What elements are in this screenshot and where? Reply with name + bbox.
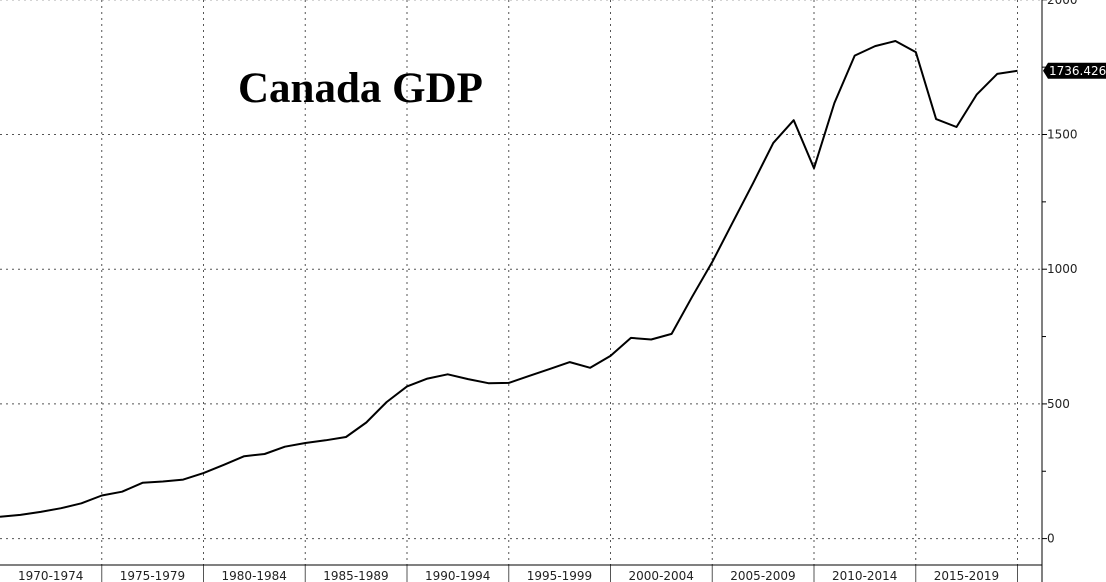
y-tick-label: 500 bbox=[1047, 397, 1070, 411]
y-tick-label: 1500 bbox=[1047, 128, 1078, 142]
last-value-marker: 1736.426 bbox=[1043, 62, 1106, 79]
x-tick-label: 1970-1974 bbox=[18, 569, 83, 582]
x-tick-label: 2010-2014 bbox=[832, 569, 897, 582]
x-tick-label: 1985-1989 bbox=[323, 569, 388, 582]
y-tick-label: 0 bbox=[1047, 532, 1055, 546]
last-value-box bbox=[1043, 62, 1106, 79]
series-layer bbox=[0, 40, 1018, 518]
x-tick-label: 2005-2009 bbox=[730, 569, 795, 582]
x-tick-label: 1995-1999 bbox=[527, 569, 592, 582]
y-tick-label: 1000 bbox=[1047, 262, 1078, 276]
x-tick-label: 1975-1979 bbox=[120, 569, 185, 582]
last-value-label: 1736.426 bbox=[1049, 64, 1106, 78]
gdp-line bbox=[0, 40, 1018, 518]
y-tick-label: 2000 bbox=[1047, 0, 1078, 7]
x-tick-label: 2000-2004 bbox=[629, 569, 694, 582]
x-tick-label: 2015-2019 bbox=[934, 569, 999, 582]
grid bbox=[0, 0, 1042, 565]
axes: 0 500 1000 1500 2000 1970-1974 1975-1979 1980-1… bbox=[0, 0, 1078, 582]
chart-title: Canada GDP bbox=[238, 65, 483, 112]
x-tick-label: 1980-1984 bbox=[222, 569, 287, 582]
x-tick-label: 1990-1994 bbox=[425, 569, 490, 582]
